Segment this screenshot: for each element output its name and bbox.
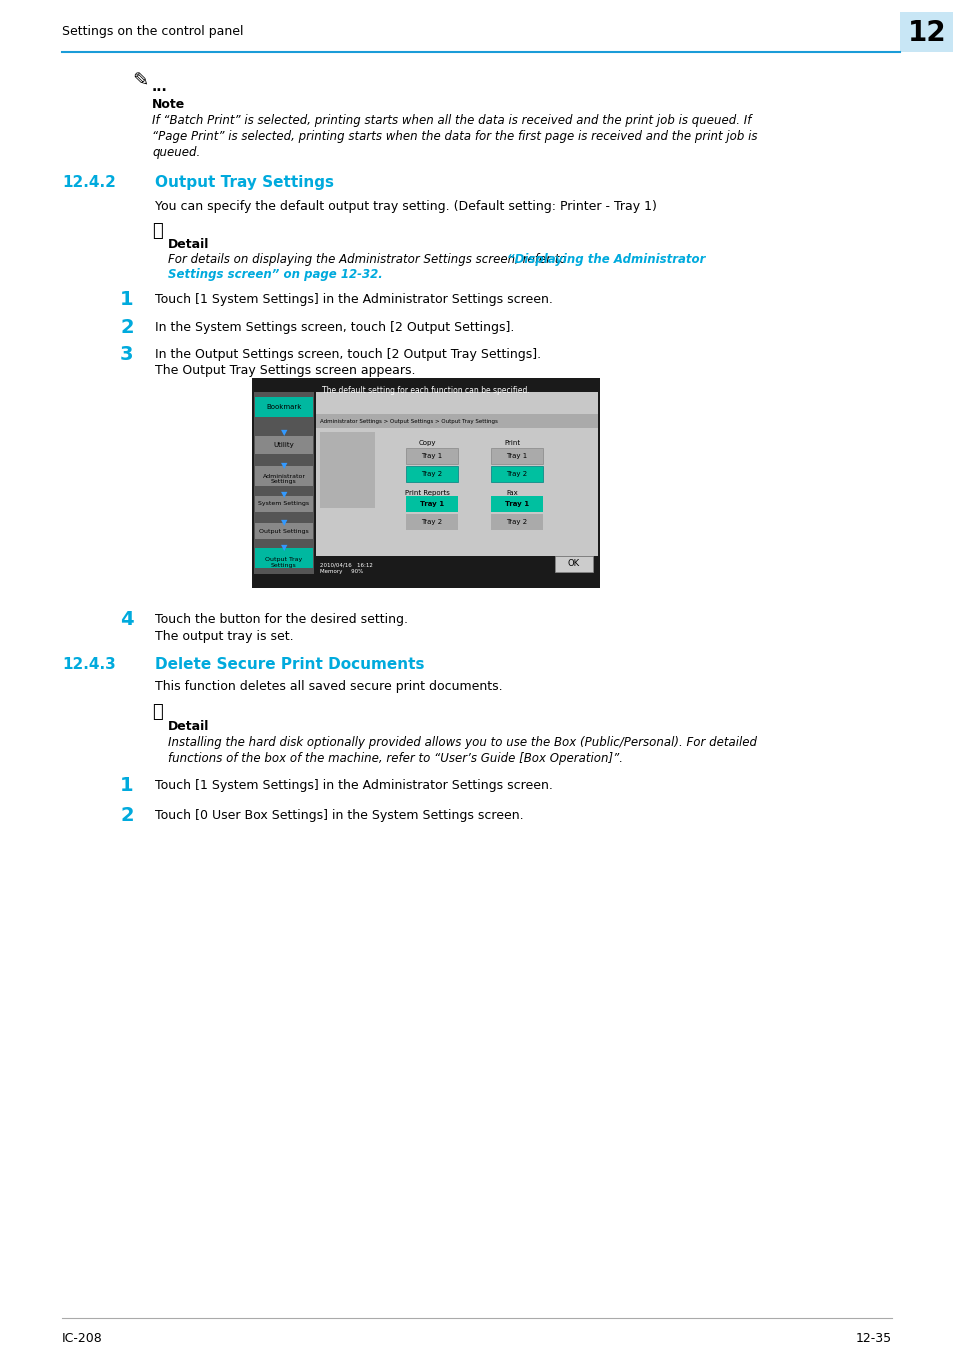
Bar (253, 392, 314, 574)
Bar (252, 378, 599, 589)
Text: Tray 2: Tray 2 (506, 471, 527, 477)
Text: Print Reports: Print Reports (404, 490, 449, 495)
Text: The output tray is set.: The output tray is set. (154, 630, 294, 643)
FancyBboxPatch shape (406, 448, 457, 464)
Text: ▼: ▼ (280, 490, 287, 500)
Bar (315, 392, 598, 574)
Text: Installing the hard disk optionally provided allows you to use the Box (Public/P: Installing the hard disk optionally prov… (168, 736, 757, 749)
Text: ✎: ✎ (132, 72, 149, 90)
Text: The default setting for each function can be specified.: The default setting for each function ca… (322, 386, 529, 396)
Text: Tray 2: Tray 2 (506, 518, 527, 525)
FancyBboxPatch shape (254, 522, 313, 539)
Text: Touch [0 User Box Settings] in the System Settings screen.: Touch [0 User Box Settings] in the Syste… (154, 809, 523, 822)
Text: Delete Secure Print Documents: Delete Secure Print Documents (154, 657, 424, 672)
Text: Tray 1: Tray 1 (504, 501, 529, 508)
Text: ▼: ▼ (280, 462, 287, 471)
FancyBboxPatch shape (254, 436, 313, 454)
FancyBboxPatch shape (406, 495, 457, 512)
Text: The Output Tray Settings screen appears.: The Output Tray Settings screen appears. (154, 364, 416, 377)
Text: Memory     90%: Memory 90% (319, 568, 363, 574)
Text: Fax: Fax (506, 490, 517, 495)
Text: 1: 1 (120, 290, 133, 309)
Bar (319, 432, 375, 508)
Text: IC-208: IC-208 (62, 1332, 103, 1345)
Text: 1: 1 (120, 776, 133, 795)
Bar (315, 556, 598, 574)
Text: Touch [1 System Settings] in the Administrator Settings screen.: Touch [1 System Settings] in the Adminis… (154, 293, 553, 306)
Text: Output Tray: Output Tray (265, 556, 302, 562)
Text: ▼: ▼ (280, 428, 287, 437)
Text: queued.: queued. (152, 146, 200, 159)
Text: ...: ... (152, 80, 168, 94)
FancyBboxPatch shape (555, 556, 593, 572)
Text: Administrator Settings > Output Settings > Output Tray Settings: Administrator Settings > Output Settings… (319, 418, 497, 424)
Text: 12: 12 (906, 19, 945, 47)
Text: Print: Print (503, 440, 519, 446)
FancyBboxPatch shape (406, 466, 457, 482)
FancyBboxPatch shape (254, 495, 313, 512)
Text: “Page Print” is selected, printing starts when the data for the first page is re: “Page Print” is selected, printing start… (152, 130, 757, 143)
Text: Bookmark: Bookmark (266, 404, 301, 410)
Text: Settings: Settings (271, 479, 296, 485)
Text: 🔍: 🔍 (152, 703, 163, 721)
Text: OK: OK (567, 559, 579, 568)
Text: Tray 1: Tray 1 (421, 454, 442, 459)
FancyBboxPatch shape (491, 448, 542, 464)
Text: In the System Settings screen, touch [2 Output Settings].: In the System Settings screen, touch [2 … (154, 321, 514, 333)
Text: 2: 2 (120, 319, 133, 338)
Text: For details on displaying the Administrator Settings screen, refer to: For details on displaying the Administra… (168, 252, 570, 266)
FancyBboxPatch shape (491, 514, 542, 531)
Text: If “Batch Print” is selected, printing starts when all the data is received and : If “Batch Print” is selected, printing s… (152, 113, 751, 127)
Text: Note: Note (152, 99, 185, 111)
Text: 3: 3 (120, 346, 133, 365)
Text: 12-35: 12-35 (855, 1332, 891, 1345)
Bar (315, 414, 598, 428)
Text: Administrator: Administrator (262, 474, 305, 478)
Text: 2010/04/16   16:12: 2010/04/16 16:12 (319, 563, 373, 567)
Text: Utility: Utility (274, 441, 294, 448)
Text: Touch [1 System Settings] in the Administrator Settings screen.: Touch [1 System Settings] in the Adminis… (154, 779, 553, 792)
Text: “Displaying the Administrator: “Displaying the Administrator (507, 252, 705, 266)
Text: 2: 2 (120, 806, 133, 825)
FancyBboxPatch shape (899, 12, 953, 53)
Text: This function deletes all saved secure print documents.: This function deletes all saved secure p… (154, 680, 502, 693)
Text: ▼: ▼ (280, 544, 287, 552)
Text: You can specify the default output tray setting. (Default setting: Printer - Tra: You can specify the default output tray … (154, 200, 657, 213)
Text: functions of the box of the machine, refer to “User’s Guide [Box Operation]”.: functions of the box of the machine, ref… (168, 752, 622, 765)
Text: Output Tray Settings: Output Tray Settings (154, 176, 334, 190)
Text: System Settings: System Settings (258, 501, 309, 506)
Text: Detail: Detail (168, 238, 209, 251)
Text: 4: 4 (120, 610, 133, 629)
Text: 12.4.3: 12.4.3 (62, 657, 115, 672)
Text: Output Settings: Output Settings (259, 528, 309, 533)
Text: Tray 2: Tray 2 (421, 518, 442, 525)
Text: Detail: Detail (168, 720, 209, 733)
Text: Copy: Copy (417, 440, 436, 446)
FancyBboxPatch shape (406, 514, 457, 531)
Text: Settings: Settings (271, 563, 296, 567)
Text: Tray 1: Tray 1 (506, 454, 527, 459)
Text: Tray 1: Tray 1 (419, 501, 443, 508)
Text: Touch the button for the desired setting.: Touch the button for the desired setting… (154, 613, 408, 626)
FancyBboxPatch shape (254, 397, 313, 417)
FancyBboxPatch shape (491, 495, 542, 512)
Text: In the Output Settings screen, touch [2 Output Tray Settings].: In the Output Settings screen, touch [2 … (154, 348, 540, 360)
Text: Settings on the control panel: Settings on the control panel (62, 26, 243, 39)
FancyBboxPatch shape (254, 466, 313, 486)
Text: Tray 2: Tray 2 (421, 471, 442, 477)
Text: Settings screen” on page 12-32.: Settings screen” on page 12-32. (168, 269, 382, 281)
FancyBboxPatch shape (491, 466, 542, 482)
Text: 🔍: 🔍 (152, 221, 163, 240)
Text: ▼: ▼ (280, 518, 287, 528)
FancyBboxPatch shape (254, 548, 313, 568)
Text: 12.4.2: 12.4.2 (62, 176, 115, 190)
